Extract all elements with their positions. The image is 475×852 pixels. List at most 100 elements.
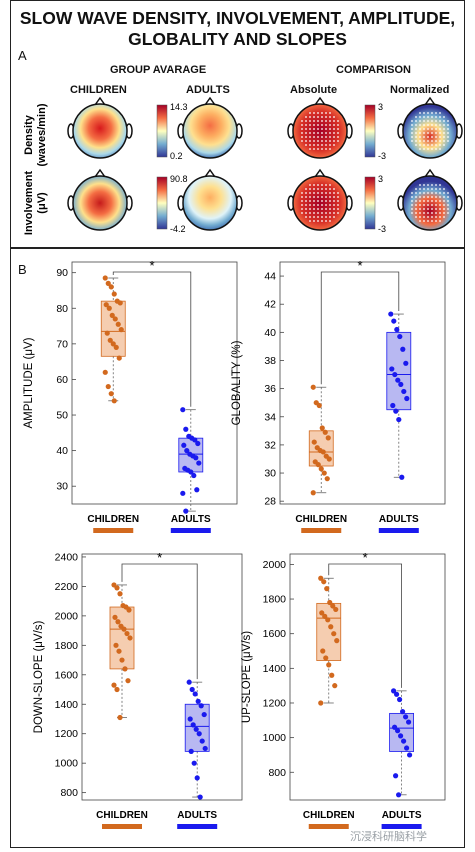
electrode-dot — [423, 188, 425, 190]
electrode-dot — [337, 200, 339, 202]
electrode-dot — [329, 216, 331, 218]
electrode-dot — [419, 148, 421, 150]
data-point — [115, 321, 121, 327]
electrode-dot — [447, 120, 449, 122]
electrode-dot — [309, 208, 311, 210]
electrode-dot — [439, 204, 441, 206]
electrode-dot — [423, 184, 425, 186]
electrode-dot — [325, 212, 327, 214]
electrode-dot — [435, 120, 437, 122]
electrode-dot — [423, 132, 425, 134]
electrode-dot — [329, 116, 331, 118]
electrode-dot — [419, 204, 421, 206]
data-point — [328, 624, 334, 630]
y-tick-label: 1400 — [55, 699, 79, 711]
electrode-dot — [337, 120, 339, 122]
electrode-dot — [321, 188, 323, 190]
y-tick-label: 40 — [264, 327, 276, 339]
y-tick-label: 1600 — [55, 669, 79, 681]
y-tick-label: 60 — [56, 374, 68, 386]
data-point — [194, 487, 200, 493]
electrode-dot — [309, 184, 311, 186]
y-tick-label: 1400 — [263, 663, 287, 675]
row-label-involvement-unit: (μV) — [36, 192, 48, 214]
data-point — [111, 291, 117, 297]
electrode-dot — [419, 136, 421, 138]
electrode-dot — [329, 200, 331, 202]
panel-b-letter: B — [18, 262, 27, 277]
significance-star: * — [149, 258, 154, 273]
electrode-dot — [337, 132, 339, 134]
electrode-dot — [415, 144, 417, 146]
electrode-dot — [329, 120, 331, 122]
data-point — [316, 402, 322, 409]
electrode-dot — [321, 124, 323, 126]
electrode-dot — [419, 140, 421, 142]
electrode-dot — [431, 188, 433, 190]
data-point — [201, 711, 207, 718]
electrode-dot — [325, 200, 327, 202]
data-point — [332, 683, 338, 689]
data-point — [190, 722, 196, 728]
normalized-heading: Normalized — [390, 84, 450, 96]
electrode-dot — [427, 184, 429, 186]
electrode-dot — [301, 192, 303, 194]
data-point — [334, 638, 340, 644]
data-point — [393, 773, 399, 779]
electrode-dot — [419, 124, 421, 126]
data-point — [326, 662, 332, 668]
electrode-dot — [305, 144, 307, 146]
head-outline — [292, 175, 348, 231]
electrode-dot — [439, 220, 441, 222]
electrode-dot — [427, 200, 429, 202]
electrode-dot — [317, 136, 319, 138]
electrode-dot — [439, 136, 441, 138]
data-point — [395, 728, 401, 734]
data-point — [117, 300, 123, 306]
electrode-dot — [435, 144, 437, 146]
plot-frame — [81, 553, 243, 801]
electrode-dot — [325, 132, 327, 134]
electrode-dot — [439, 184, 441, 186]
electrode-dot — [443, 140, 445, 142]
significance-star: * — [357, 258, 362, 273]
electrode-dot — [325, 148, 327, 150]
electrode-dot — [309, 136, 311, 138]
topomap-density-adults — [177, 96, 243, 159]
electrode-dot — [309, 148, 311, 150]
head-nose — [204, 168, 216, 178]
data-point — [118, 327, 124, 333]
electrode-dot — [427, 208, 429, 210]
y-axis-label: AMPLITUDE (μV) — [23, 337, 35, 428]
head-outline — [292, 103, 348, 159]
topomap-density-absolute — [287, 96, 353, 159]
data-point — [326, 456, 332, 462]
data-point — [403, 360, 409, 366]
y-tick-label: 800 — [268, 767, 286, 779]
electrode-dot — [439, 212, 441, 214]
data-point — [404, 745, 410, 751]
electrode-dot — [411, 140, 413, 142]
head-nose — [424, 96, 436, 106]
category-label: CHILDREN — [96, 810, 148, 821]
electrode-dot — [317, 192, 319, 194]
electrode-dot — [305, 140, 307, 142]
electrode-dot — [317, 208, 319, 210]
electrode-dot — [423, 116, 425, 118]
electrode-dot — [301, 204, 303, 206]
head-outline — [72, 175, 128, 231]
electrode-dot — [411, 192, 413, 194]
y-tick-label: 34 — [264, 411, 276, 423]
electrode-dot — [313, 148, 315, 150]
data-point — [391, 688, 397, 694]
data-point — [321, 470, 327, 476]
electrode-dot — [321, 220, 323, 222]
row-label-density: Density — [23, 114, 35, 155]
data-point — [193, 455, 199, 461]
electrode-dot — [317, 188, 319, 190]
electrode-dot — [329, 188, 331, 190]
panel-b-frame — [10, 248, 465, 848]
electrode-dot — [443, 124, 445, 126]
electrode-dot — [439, 112, 441, 114]
electrode-dot — [427, 148, 429, 150]
